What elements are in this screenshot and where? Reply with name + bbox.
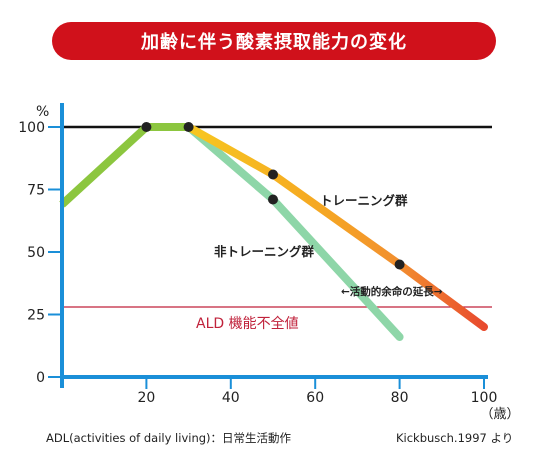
x-tick-label: 80: [391, 390, 409, 406]
y-tick-label: 75: [27, 183, 45, 199]
y-tick-label: 0: [36, 370, 45, 386]
annotation-label: ←活動的余命の延長→: [341, 285, 443, 298]
threshold-label: ALD 機能不全値: [196, 315, 299, 332]
y-tick-label: 25: [27, 308, 45, 324]
series-non-training-line: [184, 123, 404, 341]
chart-title: 加齢に伴う酸素摂取能力の変化: [141, 32, 407, 53]
data-point-training: [141, 122, 152, 132]
series-label-training: トレーニング群: [320, 193, 408, 208]
y-tick-label: 50: [27, 245, 45, 261]
x-tick-label: 100: [471, 390, 498, 406]
x-tick-label: 20: [137, 390, 155, 406]
data-point-training: [268, 169, 278, 180]
series-label-non-training: 非トレーニング群: [214, 244, 315, 259]
y-tick-label: 100: [18, 120, 45, 136]
data-point-training: [394, 259, 405, 270]
title-banner: 加齢に伴う酸素摂取能力の変化: [52, 22, 496, 60]
footer-adl-note: ADL(activities of daily living)：日常生活動作: [46, 431, 292, 445]
y-axis-unit: %: [36, 104, 49, 120]
data-point-training: [183, 122, 194, 132]
x-tick-label: 60: [306, 390, 324, 406]
x-tick-label: 40: [222, 390, 240, 406]
x-axis-unit: （歳）: [480, 407, 519, 422]
series-shared-line: [59, 123, 189, 208]
footer-source: Kickbusch.1997 より: [396, 431, 514, 445]
data-point-non-training: [268, 194, 278, 205]
series-training-line: [184, 123, 488, 331]
